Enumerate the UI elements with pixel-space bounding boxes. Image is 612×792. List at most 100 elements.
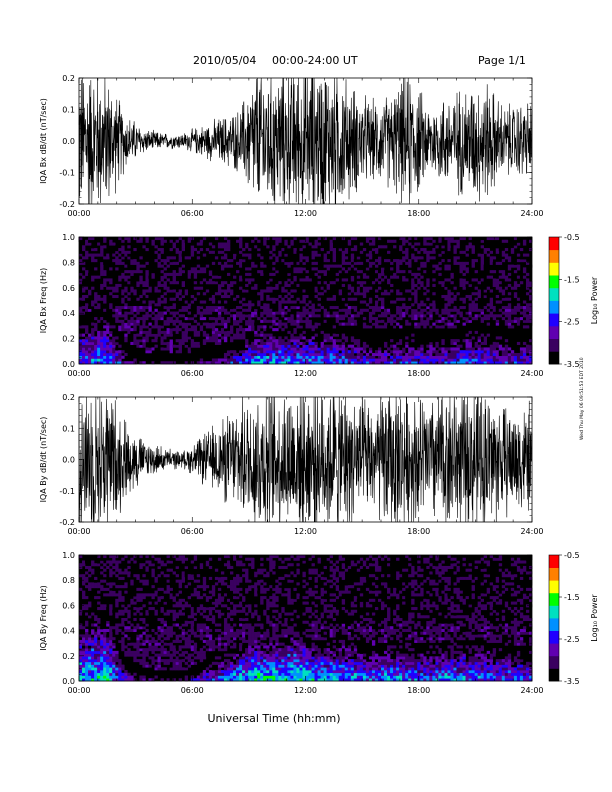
spectrogram-cell — [453, 267, 457, 271]
spectrogram-cell — [362, 325, 367, 329]
spectrogram-cell — [94, 596, 98, 600]
spectrogram-cell — [148, 678, 152, 682]
spectrogram-cell — [420, 264, 424, 268]
spectrogram-cell — [163, 281, 167, 285]
spectrogram-cell — [501, 352, 506, 357]
spectrogram-cell — [317, 344, 321, 348]
spectrogram-cell — [88, 672, 92, 676]
spectrogram-cell — [492, 355, 497, 359]
spectrogram-cell — [393, 272, 397, 276]
spectrogram-cell — [85, 253, 89, 257]
spectrogram-cell — [148, 593, 152, 597]
spectrogram-cell — [507, 358, 512, 362]
spectrogram-cell — [124, 278, 128, 282]
spectrogram-cell — [287, 308, 291, 312]
spectrogram-cell — [124, 645, 128, 649]
spectrogram-cell — [94, 623, 98, 627]
spectrogram-cell — [281, 311, 285, 315]
spectrogram-cell — [142, 317, 146, 321]
spectrogram-cell — [257, 347, 261, 351]
spectrogram-cell — [184, 620, 189, 624]
spectrogram-cell — [447, 347, 451, 351]
spectrogram-cell — [284, 253, 288, 257]
spectrogram-cell — [311, 253, 315, 257]
spectrogram-cell — [266, 281, 270, 285]
y-tick-label: 0.6 — [62, 284, 75, 293]
spectrogram-cell — [151, 347, 155, 351]
spectrogram-cell — [299, 270, 303, 274]
spectrogram-cell — [223, 261, 228, 265]
spectrogram-cell — [519, 347, 524, 351]
spectrogram-cell — [269, 311, 273, 315]
spectrogram-cell — [329, 242, 333, 246]
spectrogram-cell — [290, 314, 294, 318]
spectrogram-cell — [124, 650, 128, 654]
spectrogram-cell — [498, 261, 503, 265]
spectrogram-cell — [284, 239, 288, 243]
spectrogram-cell — [88, 306, 92, 310]
spectrogram-cell — [308, 361, 312, 365]
spectrogram-cell — [477, 308, 481, 312]
spectrogram-cell — [220, 328, 225, 332]
spectrogram-cell — [118, 661, 122, 665]
spectrogram-cell — [136, 659, 140, 663]
spectrogram-cell — [148, 634, 152, 638]
spectrogram-cell — [142, 579, 146, 583]
spectrogram-cell — [100, 626, 104, 630]
spectrogram-cell — [169, 344, 173, 348]
spectrogram-cell — [157, 314, 161, 318]
spectrogram-cell — [196, 308, 201, 312]
spectrogram-cell — [417, 278, 421, 282]
spectrogram-cell — [465, 294, 469, 299]
spectrogram-cell — [429, 239, 433, 243]
spectrogram-cell — [94, 306, 98, 310]
spectrogram-cell — [522, 325, 527, 329]
spectrogram-cell — [275, 352, 279, 357]
spectrogram-cell — [157, 297, 161, 301]
y-axis-label: IQA Bx Freq (Hz) — [39, 268, 48, 334]
spectrogram-cell — [462, 317, 466, 321]
spectrogram-cell — [239, 306, 243, 310]
spectrogram-cell — [133, 358, 137, 362]
spectrogram-cell — [516, 308, 521, 312]
spectrogram-cell — [447, 278, 451, 282]
spectrogram-cell — [118, 612, 122, 616]
spectrogram-cell — [127, 648, 131, 652]
spectrogram-cell — [136, 607, 140, 611]
spectrogram-cell — [172, 604, 176, 608]
spectrogram-cell — [263, 319, 267, 323]
spectrogram-cell — [275, 237, 279, 241]
spectrogram-cell — [477, 352, 481, 357]
spectrogram-cell — [148, 328, 152, 332]
spectrogram-cell — [399, 317, 403, 321]
spectrogram-cell — [338, 344, 343, 348]
spectrogram-cell — [106, 639, 110, 643]
spectrogram-cell — [112, 637, 116, 641]
spectrogram-cell — [326, 286, 330, 290]
spectrogram-cell — [148, 333, 152, 337]
spectrogram-cell — [260, 294, 264, 299]
spectrogram-cell — [474, 314, 478, 318]
spectrogram-cell — [299, 361, 303, 365]
spectrogram-cell — [166, 259, 170, 263]
spectrogram-cell — [359, 311, 364, 315]
spectrogram-cell — [420, 256, 424, 260]
spectrogram-cell — [528, 306, 533, 310]
spectrogram-cell — [293, 306, 297, 310]
spectrogram-cell — [516, 361, 521, 365]
spectrogram-cell — [208, 598, 213, 602]
spectrogram-cell — [187, 311, 192, 315]
spectrogram-cell — [278, 250, 282, 254]
spectrogram-cell — [513, 311, 518, 315]
spectrogram-cell — [97, 333, 101, 337]
spectrogram-cell — [163, 650, 167, 654]
spectrogram-cell — [139, 596, 143, 600]
spectrogram-cell — [326, 248, 330, 252]
spectrogram-cell — [142, 281, 146, 285]
spectrogram-cell — [287, 283, 291, 287]
spectrogram-cell — [79, 261, 83, 265]
spectrogram-cell — [127, 678, 131, 682]
spectrogram-cell — [148, 648, 152, 652]
spectrogram-cell — [211, 306, 216, 310]
spectrogram-cell — [317, 275, 321, 279]
